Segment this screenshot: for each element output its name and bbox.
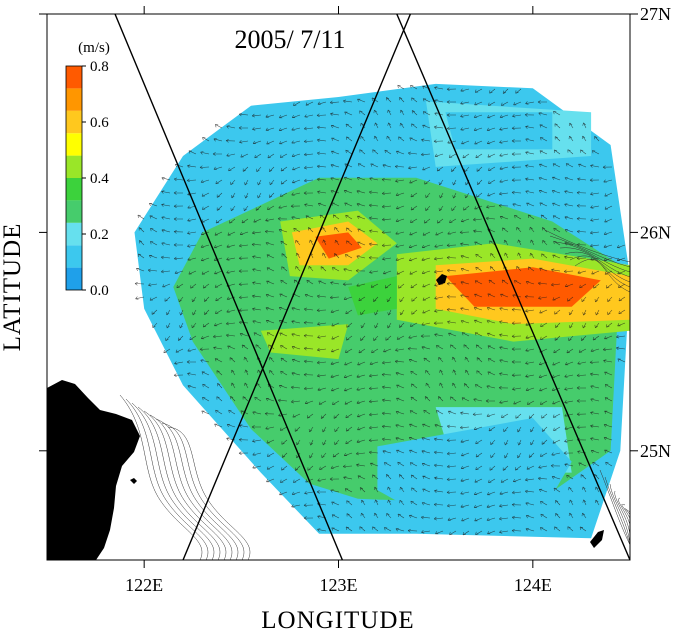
plot-area [47, 14, 630, 560]
satellite-track-2 [182, 14, 412, 560]
y-tick-label: 27N [640, 4, 671, 24]
colorbar-unit: (m/s) [78, 40, 110, 56]
colorbar-tick-label: 0.0 [90, 283, 109, 299]
speed-region-11 [315, 232, 362, 259]
contour-lines [119, 229, 630, 560]
satellite-track-1 [114, 14, 344, 560]
speed-region-3 [377, 418, 572, 512]
colorbar-swatch [66, 88, 82, 111]
colorbar-swatch [66, 110, 82, 134]
colorbar-swatch [66, 200, 82, 223]
colorbar-swatch [66, 155, 82, 178]
speed-region-12 [445, 267, 601, 307]
island-northeast [436, 274, 447, 285]
colorbar-tick-label: 0.2 [90, 227, 109, 243]
colorbar: (m/s) 0.0 0.2 0.4 0.6 0.8 [65, 40, 110, 299]
colorbar-tick-label: 0.6 [90, 115, 109, 131]
chart-title: 2005/ 7/11 [235, 25, 346, 54]
colorbar-swatch [66, 133, 82, 156]
y-tick-label: 26N [640, 222, 671, 242]
current-vectors [134, 84, 626, 536]
vector-arrows [134, 84, 626, 536]
taiwan-landmass [47, 380, 140, 560]
satellite-track-3 [396, 14, 630, 560]
colorbar-swatch [66, 222, 82, 246]
colorbar-swatch [66, 178, 82, 201]
x-tick-label: 124E [514, 575, 552, 595]
island-east [590, 530, 604, 548]
colorbar-tick-label: 0.8 [90, 59, 109, 75]
y-tick-label: 25N [640, 441, 671, 461]
colorbar-swatch [66, 267, 82, 290]
axis-ticks: 122E 123E 124E 25N 26N 27N [39, 4, 671, 595]
island-small [130, 478, 137, 484]
colorbar-tick-label: 0.4 [90, 171, 109, 187]
bathymetry-contours [119, 229, 630, 560]
x-tick-label: 123E [320, 575, 358, 595]
satellite-tracks [114, 14, 630, 560]
x-axis-label: LONGITUDE [261, 607, 414, 630]
colorbar-swatch [66, 66, 82, 89]
speed-region-5 [445, 112, 553, 150]
speed-field [134, 83, 630, 539]
speed-region-13 [348, 276, 397, 316]
y-axis-label: LATITUDE [0, 223, 26, 352]
x-tick-label: 122E [125, 575, 163, 595]
colorbar-swatch [66, 245, 82, 268]
